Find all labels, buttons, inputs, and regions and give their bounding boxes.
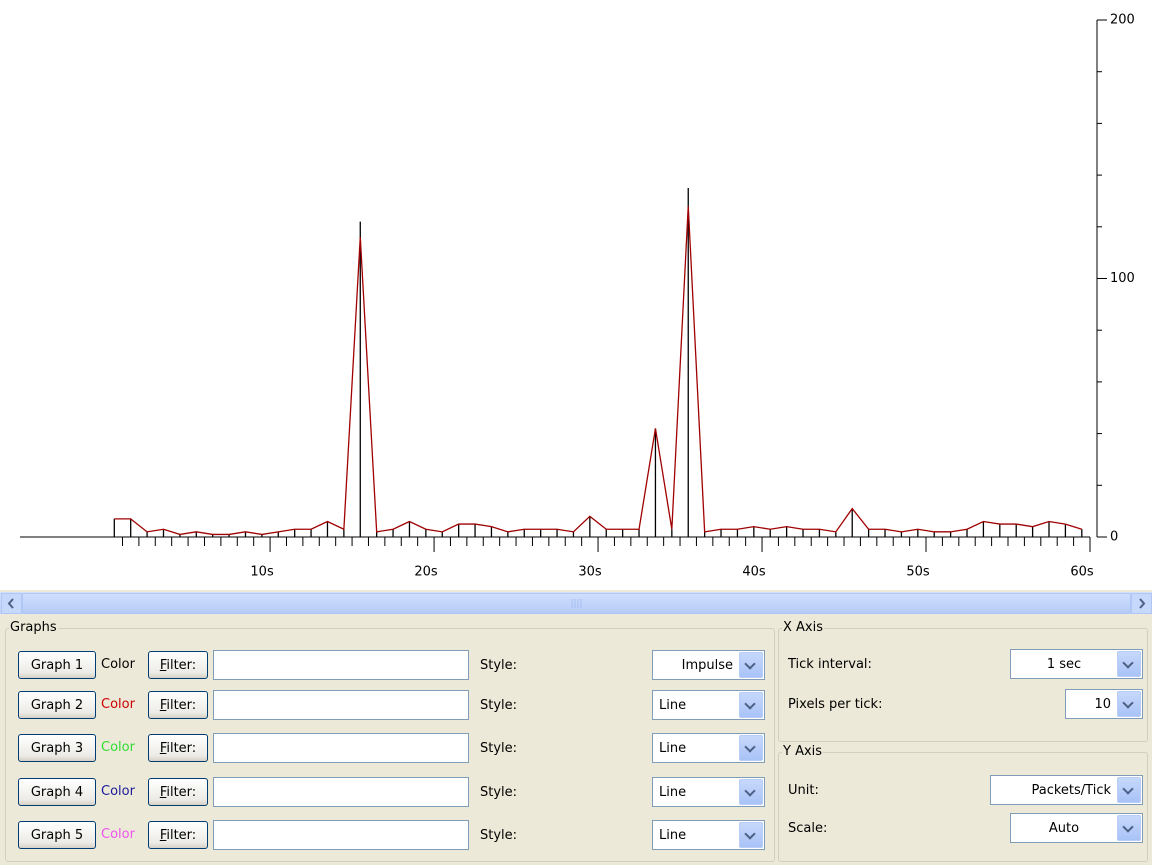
group-title: Y Axis	[782, 744, 823, 760]
filter-button[interactable]: Filter:	[148, 734, 208, 762]
dropdown-arrow[interactable]	[739, 735, 763, 761]
scale-label: Scale:	[788, 819, 827, 839]
button-text: Filter:	[160, 658, 196, 673]
style-select[interactable]: Line	[652, 733, 765, 763]
button-text: Filter:	[160, 698, 196, 713]
dropdown-arrow[interactable]	[739, 779, 763, 805]
right-arrow-icon	[1132, 594, 1151, 613]
pixels-per-tick-label: Pixels per tick:	[788, 695, 882, 715]
select-value: 10	[1066, 697, 1117, 712]
style-label: Style:	[480, 656, 517, 676]
filter-button[interactable]: Filter:	[148, 821, 208, 849]
dropdown-arrow[interactable]	[1117, 777, 1141, 803]
x-axis-group: X Axis Tick interval: 1 sec Pixels per t…	[778, 628, 1148, 742]
button-text: Filter:	[160, 741, 196, 756]
filter-input[interactable]	[213, 690, 469, 720]
color-label[interactable]: Color	[101, 695, 135, 715]
scale-select[interactable]: Auto	[1010, 813, 1143, 843]
y-tick-label: 100	[1110, 271, 1135, 286]
y-axis-group: Y Axis Unit: Packets/Tick Scale: Auto	[778, 752, 1148, 862]
select-value: Line	[653, 785, 739, 800]
tick-interval-label: Tick interval:	[788, 655, 872, 675]
graph-button[interactable]: Graph 1	[18, 651, 96, 679]
select-value: Auto	[1011, 821, 1117, 836]
io-graph-window: 10s 20s 30s 40s 50s 60s 0 100 200 Graphs Graph 1…	[0, 0, 1152, 865]
style-select[interactable]: Line	[652, 820, 765, 850]
dropdown-arrow[interactable]	[1117, 815, 1141, 841]
graph-button[interactable]: Graph 2	[18, 691, 96, 719]
scroll-right-button[interactable]	[1131, 593, 1152, 614]
dropdown-arrow[interactable]	[1117, 651, 1141, 677]
style-label: Style:	[480, 783, 517, 803]
x-tick-label: 40s	[742, 565, 766, 580]
filter-input[interactable]	[213, 820, 469, 850]
unit-select[interactable]: Packets/Tick	[990, 775, 1143, 805]
x-tick-label: 20s	[414, 565, 438, 580]
select-value: 1 sec	[1011, 657, 1117, 672]
style-select[interactable]: Line	[652, 777, 765, 807]
select-value: Impulse	[653, 658, 739, 673]
filter-input[interactable]	[213, 733, 469, 763]
scroll-left-button[interactable]	[1, 593, 22, 614]
filter-button[interactable]: Filter:	[148, 691, 208, 719]
x-tick-label: 50s	[906, 565, 930, 580]
left-arrow-icon	[2, 594, 21, 613]
unit-label: Unit:	[788, 781, 819, 801]
filter-input[interactable]	[213, 777, 469, 807]
style-select[interactable]: Line	[652, 690, 765, 720]
x-tick-label: 10s	[250, 565, 274, 580]
graph-button[interactable]: Graph 4	[18, 778, 96, 806]
filter-button[interactable]: Filter:	[148, 778, 208, 806]
pixels-per-tick-select[interactable]: 10	[1065, 689, 1143, 719]
graph-button[interactable]: Graph 5	[18, 821, 96, 849]
filter-button[interactable]: Filter:	[148, 651, 208, 679]
color-label[interactable]: Color	[101, 738, 135, 758]
color-label[interactable]: Color	[101, 782, 135, 802]
button-text: Filter:	[160, 785, 196, 800]
series-line	[114, 206, 1082, 534]
select-value: Line	[653, 828, 739, 843]
tick-interval-select[interactable]: 1 sec	[1010, 649, 1143, 679]
horizontal-scrollbar[interactable]	[0, 592, 1152, 614]
style-label: Style:	[480, 739, 517, 759]
filter-input[interactable]	[213, 650, 469, 680]
chart: 10s 20s 30s 40s 50s 60s 0 100 200	[0, 0, 1152, 590]
button-text: Filter:	[160, 828, 196, 843]
color-label[interactable]: Color	[101, 655, 135, 675]
dropdown-arrow[interactable]	[739, 822, 763, 848]
dropdown-arrow[interactable]	[1117, 691, 1141, 717]
style-label: Style:	[480, 826, 517, 846]
group-title: Graphs	[9, 620, 58, 636]
style-label: Style:	[480, 696, 517, 716]
y-tick-label: 200	[1110, 13, 1135, 28]
select-value: Line	[653, 698, 739, 713]
dropdown-arrow[interactable]	[739, 652, 763, 678]
style-select[interactable]: Impulse	[652, 650, 765, 680]
select-value: Packets/Tick	[991, 783, 1117, 798]
dropdown-arrow[interactable]	[739, 692, 763, 718]
x-tick-label: 30s	[578, 565, 602, 580]
group-title: X Axis	[782, 620, 824, 636]
scroll-thumb[interactable]	[22, 593, 1131, 614]
thumb-grip	[571, 599, 583, 608]
y-tick-label: 0	[1110, 530, 1118, 545]
x-tick-label: 60s	[1070, 565, 1094, 580]
select-value: Line	[653, 741, 739, 756]
graph-button[interactable]: Graph 3	[18, 734, 96, 762]
color-label[interactable]: Color	[101, 825, 135, 845]
